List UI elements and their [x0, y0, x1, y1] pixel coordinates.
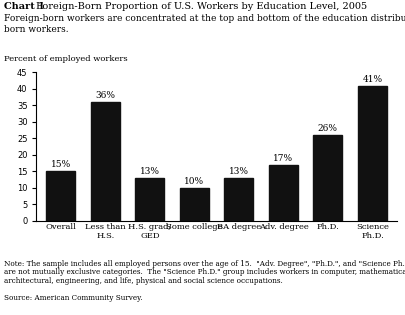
Bar — [269, 164, 298, 220]
Text: Note: The sample includes all employed persons over the age of 15.  "Adv. Degree: Note: The sample includes all employed p… — [4, 260, 405, 268]
Text: 15%: 15% — [51, 160, 71, 169]
Text: architectural, engineering, and life, physical and social science occupations.: architectural, engineering, and life, ph… — [4, 277, 283, 285]
Bar — [47, 171, 75, 220]
Text: are not mutually exclusive categories.  The "Science Ph.D." group includes worke: are not mutually exclusive categories. T… — [4, 268, 405, 276]
Bar — [313, 135, 342, 220]
Text: 13%: 13% — [229, 167, 249, 176]
Text: 10%: 10% — [184, 177, 205, 186]
Text: 17%: 17% — [273, 154, 294, 163]
Bar — [180, 188, 209, 220]
Text: 41%: 41% — [362, 75, 382, 84]
Bar — [224, 178, 254, 220]
Text: Chart 1: Chart 1 — [4, 2, 45, 11]
Text: Source: American Community Survey.: Source: American Community Survey. — [4, 294, 143, 301]
Text: Percent of employed workers: Percent of employed workers — [4, 55, 128, 63]
Text: 26%: 26% — [318, 124, 338, 133]
Text: Foreign-Born Proportion of U.S. Workers by Education Level, 2005: Foreign-Born Proportion of U.S. Workers … — [36, 2, 367, 11]
Text: 13%: 13% — [140, 167, 160, 176]
Text: Foreign-born workers are concentrated at the top and bottom of the education dis: Foreign-born workers are concentrated at… — [4, 14, 405, 34]
Bar — [358, 86, 387, 220]
Text: 36%: 36% — [96, 91, 115, 100]
Bar — [135, 178, 164, 220]
Bar — [91, 102, 120, 220]
